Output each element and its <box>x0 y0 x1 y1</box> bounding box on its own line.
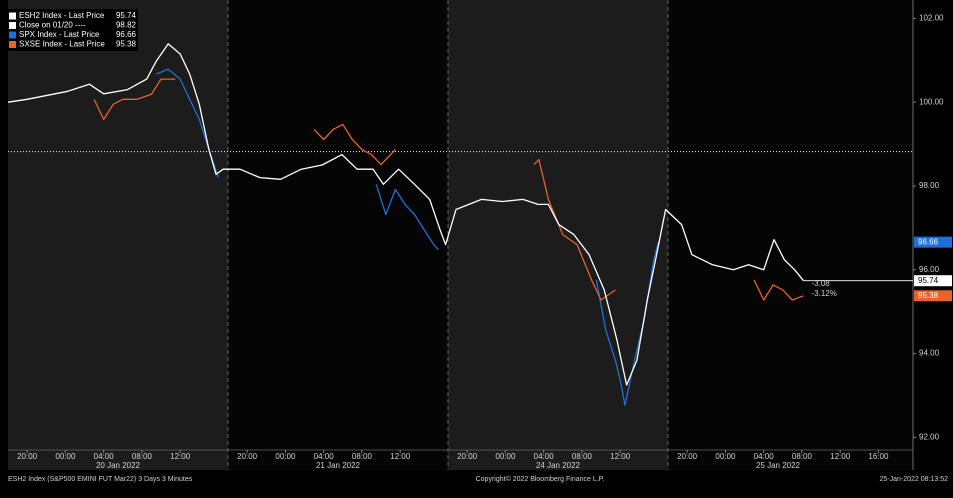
y-tick-label: 94.00 <box>919 349 940 358</box>
x-tick-label: 00:00 <box>55 452 76 461</box>
session-label: 25 Jan 2022 <box>756 461 801 470</box>
x-tick-label: 08:00 <box>792 452 813 461</box>
x-tick-label: 00:00 <box>715 452 736 461</box>
x-tick-label: 12:00 <box>830 452 851 461</box>
x-tick-label: 08:00 <box>132 452 153 461</box>
series-line <box>93 78 804 301</box>
y-tick-label: 100.00 <box>919 97 944 106</box>
legend-swatch <box>9 31 16 39</box>
x-tick-label: 20:00 <box>237 452 258 461</box>
footer-left: ESH2 Index (S&P500 EMINI FUT Mar22) 3 Da… <box>8 476 193 483</box>
session-panel <box>448 0 668 470</box>
legend-swatch <box>9 22 16 29</box>
session-panel <box>668 0 913 470</box>
price-tag-label: 95.74 <box>918 276 939 285</box>
x-tick-label: 04:00 <box>754 452 775 461</box>
x-tick-label: 12:00 <box>610 452 631 461</box>
x-tick-label: 08:00 <box>352 452 373 461</box>
footer-band <box>0 471 953 493</box>
price-tag-label: 96.66 <box>918 237 939 246</box>
y-tick-label: 102.00 <box>919 13 944 22</box>
series-line <box>7 43 805 386</box>
legend-value: 98.82 <box>116 21 137 30</box>
x-tick-label: 08:00 <box>572 452 593 461</box>
legend-label: ESH2 Index - Last Price <box>19 11 105 20</box>
x-tick-label: 00:00 <box>275 452 296 461</box>
legend-swatch <box>9 41 16 48</box>
legend-swatch <box>9 12 16 20</box>
x-tick-label: 20:00 <box>457 452 478 461</box>
x-tick-label: 12:00 <box>170 452 191 461</box>
session-label: 24 Jan 2022 <box>536 461 581 470</box>
legend-value: 96.66 <box>116 30 137 39</box>
plot: 95.74 96.66 95.38 -3.08-3.12% <box>7 43 952 406</box>
session-label: 21 Jan 2022 <box>316 461 361 470</box>
legend-value: 95.38 <box>116 40 137 49</box>
change-annotation: -3.12% <box>812 289 837 298</box>
price-tag <box>914 275 952 287</box>
y-tick-label: 96.00 <box>919 265 940 274</box>
legend-label: SPX Index - Last Price <box>19 30 100 39</box>
y-tick-label: 92.00 <box>919 433 940 442</box>
price-tag-label: 95.38 <box>918 291 939 300</box>
x-tick-label: 20:00 <box>677 452 698 461</box>
legend-label: SXSE Index - Last Price <box>19 40 105 49</box>
price-tag <box>914 290 952 302</box>
x-tick-label: 12:00 <box>390 452 411 461</box>
x-tick-label: 04:00 <box>534 452 555 461</box>
session-panel <box>228 0 448 470</box>
legend-label: Close on 01/20 ---- <box>19 21 86 30</box>
footer-center: Copyright© 2022 Bloomberg Finance L.P. <box>476 475 605 483</box>
legend: ESH2 Index - Last Price 95.74 Close on 01/… <box>6 9 138 51</box>
x-tick-label: 04:00 <box>314 452 335 461</box>
legend-box <box>6 9 138 51</box>
price-tag <box>914 236 952 248</box>
footer-right: 25-Jan-2022 08:13:52 <box>880 476 949 483</box>
session-label: 20 Jan 2022 <box>96 461 141 470</box>
x-tick-label: 16:00 <box>868 452 889 461</box>
y-tick-label: 98.00 <box>919 181 940 190</box>
legend-value: 95.74 <box>116 11 137 20</box>
session-panel <box>8 0 228 470</box>
change-annotation: -3.08 <box>812 279 831 288</box>
x-tick-label: 04:00 <box>94 452 115 461</box>
x-tick-label: 00:00 <box>495 452 516 461</box>
x-tick-label: 20:00 <box>17 452 38 461</box>
